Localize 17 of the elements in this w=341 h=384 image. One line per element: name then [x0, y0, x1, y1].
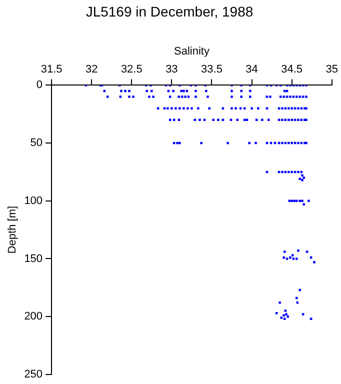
y-tick-label: 0: [36, 79, 43, 92]
x-axis-title: Salinity: [174, 45, 210, 58]
x-tick-label: 32: [85, 64, 98, 76]
x-tick-label: 33: [166, 64, 178, 76]
x-tick-label: 32.5: [120, 64, 142, 76]
x-tick-label: 31.5: [40, 64, 62, 76]
x-tick-label: 35: [326, 64, 338, 76]
x-tick-label: 34: [246, 64, 258, 76]
y-tick-label: 50: [30, 137, 43, 150]
y-tick-label: 100: [24, 194, 43, 207]
chart-title: JL5169 in December, 1988: [86, 3, 254, 20]
y-axis-title: Depth [m]: [6, 206, 19, 254]
y-tick-label: 200: [24, 310, 43, 323]
x-tick-label: 33.5: [201, 64, 222, 76]
x-tick-label: 34.5: [281, 64, 303, 76]
y-tick-label: 250: [24, 368, 43, 380]
y-tick-label: 150: [24, 252, 43, 265]
